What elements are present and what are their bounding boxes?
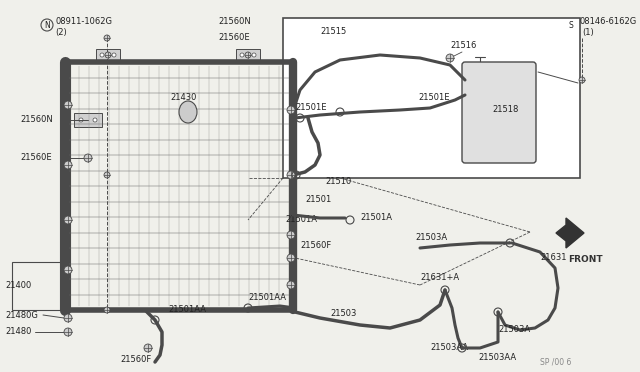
Text: 21560E: 21560E: [20, 154, 52, 163]
Circle shape: [287, 281, 295, 289]
Circle shape: [79, 118, 83, 122]
Text: 21560F: 21560F: [300, 241, 332, 250]
Text: (1): (1): [582, 29, 594, 38]
Text: S: S: [568, 20, 573, 29]
Text: 21501AA: 21501AA: [248, 294, 286, 302]
Text: 21503AA: 21503AA: [478, 353, 516, 362]
Circle shape: [64, 266, 72, 274]
Text: SP /00 6: SP /00 6: [540, 357, 572, 366]
Ellipse shape: [179, 101, 197, 123]
Text: 21503: 21503: [330, 308, 356, 317]
Circle shape: [64, 101, 72, 109]
Text: 21560N: 21560N: [218, 17, 251, 26]
Text: 21503A: 21503A: [415, 234, 447, 243]
Polygon shape: [556, 218, 584, 248]
Circle shape: [104, 172, 110, 178]
Text: (2): (2): [55, 29, 67, 38]
Circle shape: [100, 53, 104, 57]
Text: 21501: 21501: [305, 196, 332, 205]
Bar: [96, 49, 120, 61]
Text: 21518: 21518: [492, 106, 518, 115]
Text: N: N: [44, 20, 50, 29]
Circle shape: [252, 53, 256, 57]
Circle shape: [105, 52, 111, 58]
Circle shape: [64, 216, 72, 224]
Text: 21510: 21510: [325, 177, 351, 186]
Circle shape: [144, 344, 152, 352]
Text: 21503A: 21503A: [498, 326, 530, 334]
Circle shape: [446, 54, 454, 62]
Text: 21501AA: 21501AA: [168, 305, 206, 314]
Circle shape: [579, 77, 585, 83]
Circle shape: [64, 161, 72, 169]
Circle shape: [240, 53, 244, 57]
Text: 21501E: 21501E: [295, 103, 326, 112]
Text: 21560F: 21560F: [120, 356, 151, 365]
Circle shape: [112, 53, 116, 57]
FancyBboxPatch shape: [462, 62, 536, 163]
Text: 21400: 21400: [5, 280, 31, 289]
Circle shape: [287, 231, 295, 239]
Circle shape: [245, 52, 251, 58]
Text: 21501A: 21501A: [285, 215, 317, 224]
Text: 08911-1062G: 08911-1062G: [55, 17, 112, 26]
Text: 21501A: 21501A: [360, 214, 392, 222]
Text: 21560E: 21560E: [218, 33, 250, 42]
Text: FRONT: FRONT: [568, 256, 603, 264]
Text: 21516: 21516: [450, 41, 476, 49]
Circle shape: [64, 328, 72, 336]
Bar: [74, 113, 102, 127]
Circle shape: [104, 307, 110, 313]
Bar: [236, 49, 260, 61]
Text: 21430: 21430: [170, 93, 196, 103]
Bar: [283, 18, 580, 178]
Text: 21501E: 21501E: [418, 93, 449, 103]
Text: 21560N: 21560N: [20, 115, 52, 125]
Text: 21480: 21480: [5, 327, 31, 337]
Text: 21503AA: 21503AA: [430, 343, 468, 353]
Bar: [12, 262, 64, 310]
Circle shape: [104, 35, 110, 41]
Circle shape: [287, 254, 295, 262]
Circle shape: [84, 154, 92, 162]
Circle shape: [287, 171, 295, 179]
Circle shape: [64, 314, 72, 322]
Text: 21515: 21515: [320, 28, 346, 36]
Text: 21480G: 21480G: [5, 311, 38, 320]
Text: 21631: 21631: [540, 253, 566, 263]
Text: 21631+A: 21631+A: [420, 273, 459, 282]
Circle shape: [287, 106, 295, 114]
Text: 08146-6162G: 08146-6162G: [579, 17, 636, 26]
Circle shape: [93, 118, 97, 122]
